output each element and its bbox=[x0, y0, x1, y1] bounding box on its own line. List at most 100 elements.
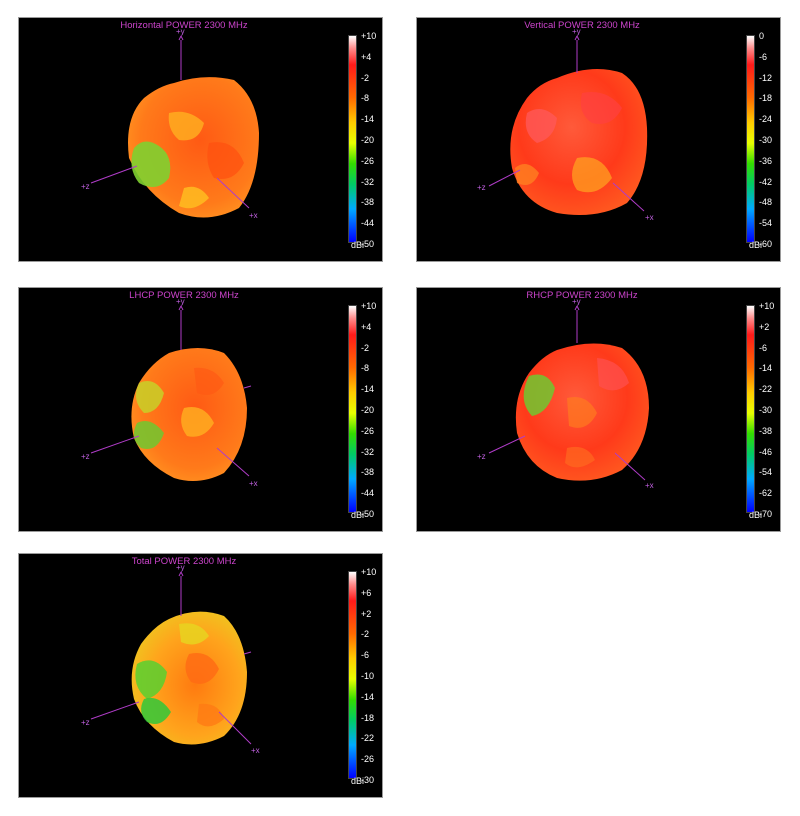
unit-label: dBi bbox=[351, 510, 365, 520]
scale-tick: -2 bbox=[361, 629, 370, 640]
axis-y-label: +y bbox=[572, 297, 581, 306]
scale-tick: -46 bbox=[759, 446, 773, 457]
scale-tick: -70 bbox=[759, 509, 773, 519]
scale-tick: -14 bbox=[361, 384, 375, 395]
scale-tick: -32 bbox=[361, 446, 375, 457]
axis-y-label: +y bbox=[176, 297, 185, 306]
scale-tick: -8 bbox=[361, 363, 370, 374]
axis-x-label: +x bbox=[251, 746, 260, 755]
scale-tick: -42 bbox=[759, 176, 773, 187]
radiation-pattern-blob bbox=[131, 348, 247, 482]
color-scale-bar bbox=[348, 35, 357, 243]
scale-tick: -6 bbox=[759, 342, 768, 353]
radiation-pattern-blob bbox=[515, 343, 649, 481]
axis-x-label: +x bbox=[645, 481, 654, 490]
scale-tick: -24 bbox=[759, 114, 773, 125]
color-scale-ticks: +10 +4 -2 -8 -14 -20 -26 -32 -38 -44 -50 bbox=[361, 301, 382, 519]
vertical-pattern-panel: +y +z +x Vertical POWER 2300 MHz 0 -6 -1… bbox=[416, 17, 781, 262]
axis-x-label: +x bbox=[645, 213, 654, 222]
color-scale-bar bbox=[348, 571, 357, 779]
axis-x-label: +x bbox=[249, 479, 258, 488]
rhcp-pattern-panel: +y +z +x RHCP POWER 2300 MHz +10 +2 -6 -… bbox=[416, 287, 781, 532]
axis-lines bbox=[488, 305, 646, 481]
axis-lines bbox=[488, 35, 645, 212]
axis-lines bbox=[90, 305, 252, 477]
scale-tick: -6 bbox=[759, 51, 768, 62]
scale-tick: -14 bbox=[361, 691, 375, 702]
scale-tick: -18 bbox=[759, 93, 773, 104]
scale-tick: -20 bbox=[361, 135, 375, 145]
unit-label: dBi bbox=[351, 776, 365, 786]
axis-y-label: +y bbox=[176, 27, 185, 36]
scale-tick: -12 bbox=[759, 72, 773, 83]
scale-tick: -26 bbox=[361, 155, 375, 166]
scale-tick: -48 bbox=[759, 197, 773, 208]
color-scale-bar bbox=[746, 305, 755, 513]
unit-label: dBi bbox=[749, 510, 763, 520]
axis-x-label: +x bbox=[249, 211, 258, 220]
axis-z-label: +z bbox=[81, 452, 90, 461]
color-scale-ticks: 0 -6 -12 -18 -24 -30 -36 -42 -48 -54 -60 bbox=[759, 31, 780, 249]
axis-z-label: +z bbox=[81, 718, 90, 727]
panel-title: LHCP POWER 2300 MHz bbox=[129, 290, 239, 301]
total-pattern-panel: +y +z +x Total POWER 2300 MHz +10 +6 +2 … bbox=[18, 553, 383, 798]
scale-tick: -8 bbox=[361, 93, 370, 104]
scale-tick: -38 bbox=[361, 197, 375, 208]
scale-tick: -22 bbox=[759, 384, 773, 395]
scale-tick: 0 bbox=[759, 31, 765, 41]
scale-tick: -2 bbox=[361, 342, 370, 353]
axis-z-label: +z bbox=[477, 452, 486, 461]
scale-tick: -50 bbox=[361, 509, 375, 519]
scale-tick: -10 bbox=[361, 671, 375, 681]
scale-tick: -2 bbox=[361, 72, 370, 83]
color-scale-ticks: +10 +4 -2 -8 -14 -20 -26 -32 -38 -44 -50 bbox=[361, 31, 382, 249]
axis-lines bbox=[90, 35, 250, 209]
axis-lines bbox=[90, 571, 252, 745]
scale-tick: -30 bbox=[759, 405, 773, 415]
scale-tick: +4 bbox=[361, 51, 372, 62]
scale-tick: -62 bbox=[759, 488, 773, 499]
radiation-pattern-blob bbox=[510, 69, 648, 216]
scale-tick: +4 bbox=[361, 321, 372, 332]
panel-title: Horizontal POWER 2300 MHz bbox=[120, 20, 248, 31]
scale-tick: -26 bbox=[361, 425, 375, 436]
scale-tick: -44 bbox=[361, 488, 375, 499]
radiation-pattern-blob bbox=[131, 611, 247, 745]
scale-tick: -38 bbox=[759, 425, 773, 436]
unit-label: dBi bbox=[351, 240, 365, 250]
scale-tick: +2 bbox=[361, 608, 372, 619]
scale-tick: +2 bbox=[759, 321, 770, 332]
axis-y-label: +y bbox=[176, 563, 185, 572]
scale-tick: -14 bbox=[759, 363, 773, 374]
panel-title: RHCP POWER 2300 MHz bbox=[526, 290, 638, 301]
panel-title: Vertical POWER 2300 MHz bbox=[524, 20, 640, 31]
unit-label: dBi bbox=[749, 240, 763, 250]
axis-z-label: +z bbox=[477, 183, 486, 192]
scale-tick: +10 bbox=[759, 301, 775, 311]
scale-tick: -54 bbox=[759, 218, 773, 229]
radiation-pattern-blob bbox=[128, 77, 259, 218]
color-scale-ticks: +10 +6 +2 -2 -6 -10 -14 -18 -22 -26 -30 bbox=[361, 568, 382, 785]
scale-tick: -50 bbox=[361, 239, 375, 249]
axis-z-label: +z bbox=[81, 182, 90, 191]
scale-tick: -20 bbox=[361, 405, 375, 415]
scale-tick: -32 bbox=[361, 176, 375, 187]
scale-tick: +10 bbox=[361, 31, 377, 41]
scale-tick: -14 bbox=[361, 114, 375, 125]
scale-tick: -6 bbox=[361, 650, 370, 661]
scale-tick: -26 bbox=[361, 754, 375, 765]
scale-tick: -36 bbox=[759, 155, 773, 166]
scale-tick: -38 bbox=[361, 467, 375, 478]
color-scale-ticks: +10 +2 -6 -14 -22 -30 -38 -46 -54 -62 -7… bbox=[759, 301, 780, 519]
scale-tick: -60 bbox=[759, 239, 773, 249]
scale-tick: -18 bbox=[361, 712, 375, 723]
scale-tick: -54 bbox=[759, 467, 773, 478]
lhcp-pattern-panel: +y +z +x LHCP POWER 2300 MHz +10 +4 -2 -… bbox=[18, 287, 383, 532]
axis-y-label: +y bbox=[572, 27, 581, 36]
scale-tick: -30 bbox=[759, 135, 773, 145]
scale-tick: +6 bbox=[361, 587, 372, 598]
horizontal-pattern-panel: +y +z +x Horizontal POWER 2300 MHz +10 +… bbox=[18, 17, 383, 262]
scale-tick: +10 bbox=[361, 301, 377, 311]
panel-title: Total POWER 2300 MHz bbox=[131, 556, 237, 567]
scale-tick: -44 bbox=[361, 218, 375, 229]
